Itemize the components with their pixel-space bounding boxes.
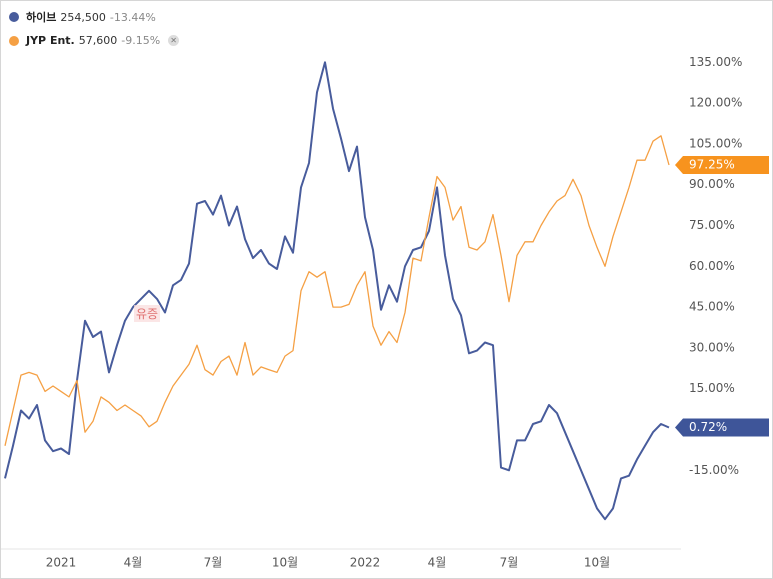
y-tick-label: 105.00%: [689, 136, 742, 150]
y-tick-label: 30.00%: [689, 340, 735, 354]
legend-name: 하이브: [26, 11, 57, 24]
legend-change: -13.44%: [109, 10, 156, 24]
y-tick-label: 120.00%: [689, 96, 742, 110]
y-tick-label: 45.00%: [689, 300, 735, 314]
annotation: 유증: [134, 305, 161, 322]
legend-item: 하이브 254,500 -13.44%: [9, 9, 156, 25]
x-tick-label: 10월: [584, 556, 610, 570]
legend-name: JYP Ent.: [26, 34, 75, 47]
value-tag-label: 97.25%: [689, 157, 735, 171]
x-tick-label: 4월: [428, 556, 447, 570]
value-tag: [675, 418, 769, 437]
legend-price: 254,500: [60, 10, 106, 24]
legend-item: JYP Ent. 57,600 -9.15% ✕: [9, 34, 180, 47]
legend-dot: [9, 12, 19, 22]
remove-button[interactable]: ✕: [168, 35, 180, 46]
x-tick-label: 10월: [272, 556, 298, 570]
y-tick-label: 15.00%: [689, 381, 735, 395]
x-tick-label: 2021: [46, 556, 77, 570]
legend-change: -9.15%: [121, 34, 161, 47]
y-tick-label: 135.00%: [689, 55, 742, 69]
value-tag: [675, 155, 769, 174]
legend-price: 57,600: [78, 34, 118, 47]
x-tick-label: 7월: [500, 556, 519, 570]
series-line: [4, 61, 670, 521]
y-tick-label: -15.00%: [689, 463, 739, 477]
y-tick-label: 60.00%: [689, 259, 735, 273]
value-tag-label: 0.72%: [689, 420, 727, 434]
y-tick-label: 90.00%: [689, 177, 735, 191]
x-tick-label: 4월: [124, 556, 143, 570]
y-tick-label: 75.00%: [689, 218, 735, 232]
x-tick-label: 2022: [350, 556, 381, 570]
series-line: [4, 135, 670, 446]
legend-dot: [9, 35, 19, 46]
x-tick-label: 7월: [204, 556, 223, 570]
